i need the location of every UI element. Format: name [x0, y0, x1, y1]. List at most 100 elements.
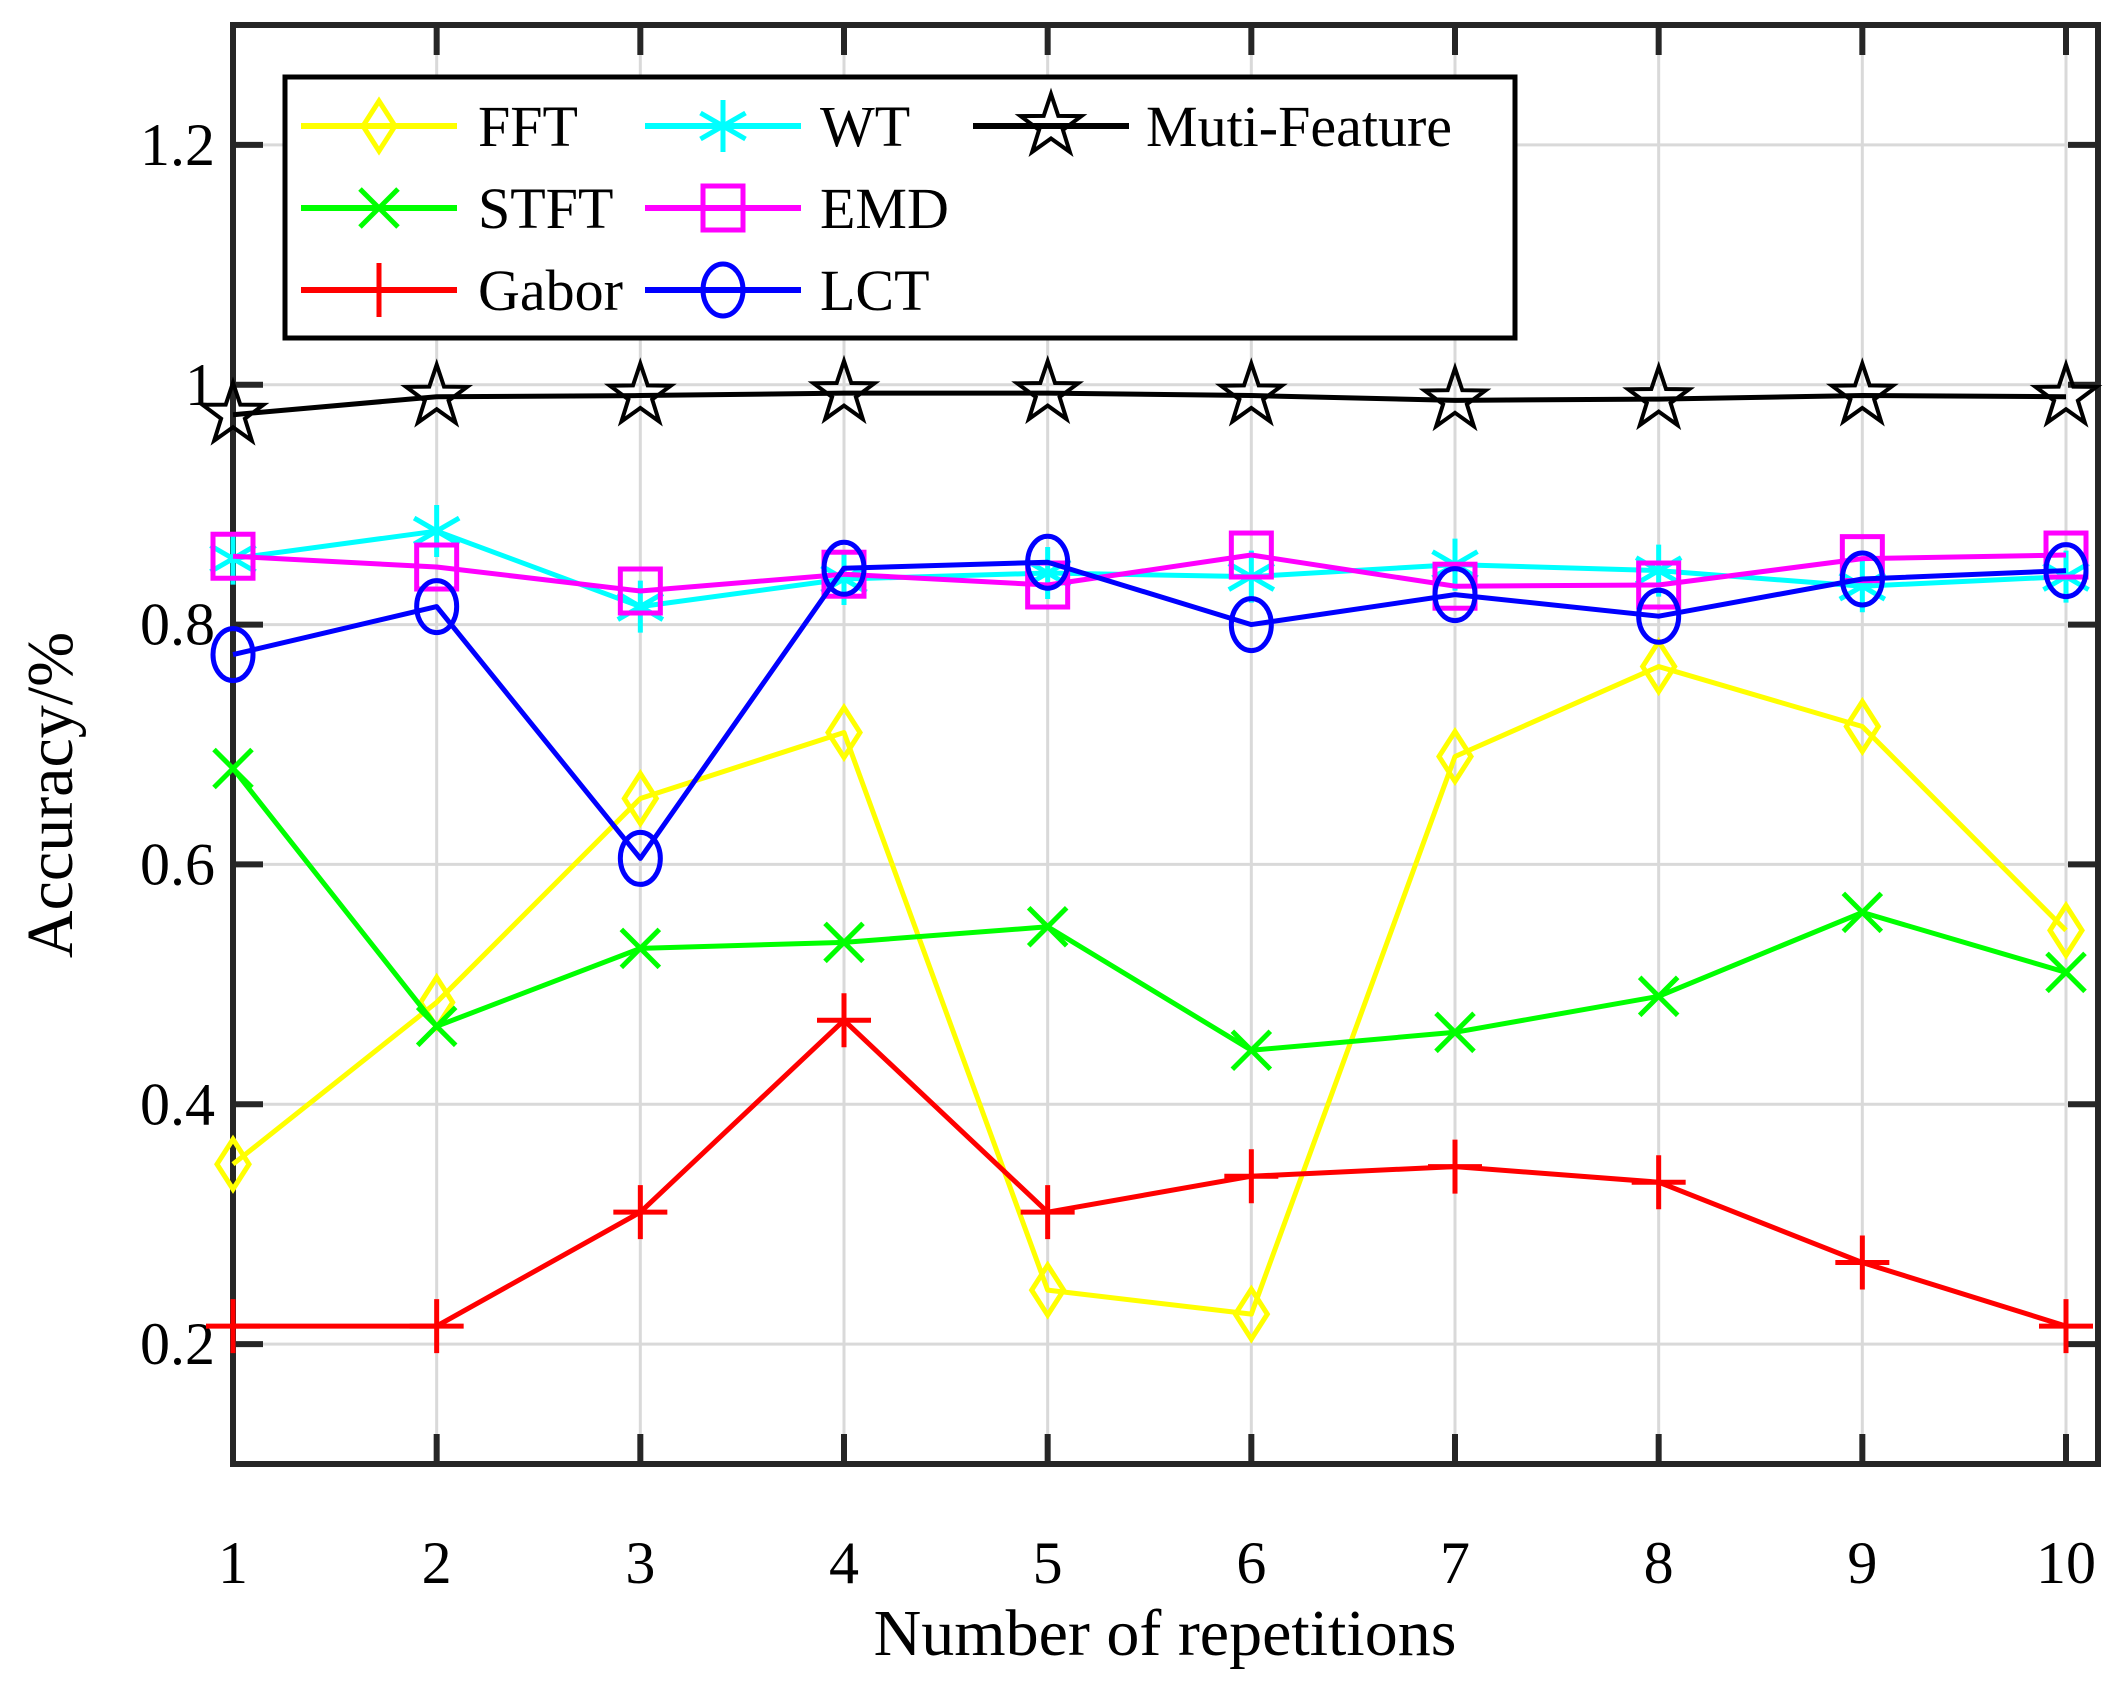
legend-label-Muti-Feature: Muti-Feature	[1146, 94, 1452, 159]
series-line	[231, 766, 2067, 1053]
plus-marker	[352, 263, 406, 317]
plus-marker	[613, 1185, 668, 1240]
x-tick-label: 10	[2036, 1530, 2096, 1596]
diamond-marker	[2047, 900, 2085, 961]
legend-entry-EMD: EMD	[645, 176, 949, 241]
x-marker	[415, 1005, 458, 1048]
diamond-marker	[1232, 1284, 1271, 1344]
y-tick-label: 0.8	[140, 592, 215, 658]
circle-marker	[700, 261, 746, 319]
plus-marker	[1020, 1185, 1075, 1240]
star-marker	[1214, 357, 1288, 427]
x-marker	[1434, 1011, 1476, 1054]
plus-marker	[1428, 1139, 1482, 1194]
legend-label-FFT: FFT	[478, 94, 578, 159]
square-marker	[1636, 560, 1682, 610]
x-marker	[1637, 975, 1680, 1018]
series-STFT	[212, 747, 2087, 1072]
series-line	[232, 390, 2067, 418]
plus-marker	[409, 1299, 464, 1354]
legend-label-LCT: LCT	[820, 258, 930, 323]
diamond-marker	[1843, 696, 1882, 757]
series-line	[232, 559, 2067, 861]
square-marker	[1228, 530, 1274, 580]
circle-marker	[210, 626, 256, 684]
x-tick-label: 4	[829, 1530, 859, 1596]
series-line	[233, 1017, 2067, 1329]
x-tick-label: 6	[1236, 1530, 1266, 1596]
diamond-marker	[1028, 1260, 1067, 1320]
diamond-marker	[1639, 636, 1678, 697]
legend-label-STFT: STFT	[478, 176, 613, 241]
y-tick-label: 1.2	[140, 112, 215, 178]
star-marker	[1825, 357, 1899, 427]
x-marker	[823, 921, 865, 964]
square-marker	[700, 183, 746, 233]
axes-box	[230, 22, 2101, 1467]
square-marker	[210, 531, 256, 581]
x-marker	[212, 747, 254, 790]
legend-label-Gabor: Gabor	[478, 258, 623, 323]
diamond-marker	[214, 1134, 252, 1194]
circle-marker	[1228, 596, 1274, 654]
circle-marker	[1025, 533, 1071, 591]
circle-marker	[414, 578, 460, 636]
series-line	[232, 528, 2067, 610]
asterisk-marker	[699, 100, 747, 152]
plus-marker	[1835, 1235, 1890, 1290]
series-LCT	[210, 533, 2089, 887]
x-marker	[358, 187, 400, 229]
circle-marker	[821, 539, 867, 597]
x-marker	[2045, 951, 2087, 994]
legend-label-EMD: EMD	[820, 176, 949, 241]
y-tick-label: 0.4	[140, 1071, 215, 1137]
square-marker	[414, 542, 460, 592]
star-marker	[400, 358, 474, 428]
circle-marker	[2043, 542, 2089, 600]
plus-marker	[1631, 1155, 1686, 1210]
series-FFT	[214, 636, 2085, 1344]
star-marker	[196, 376, 270, 446]
circle-marker	[1636, 587, 1682, 645]
legend-entry-Gabor: Gabor	[301, 258, 623, 323]
plus-marker	[2039, 1299, 2093, 1354]
legend-entry-FFT: FFT	[301, 94, 578, 159]
x-tick-label: 5	[1033, 1530, 1063, 1596]
circle-marker	[1839, 550, 1885, 608]
series-line	[231, 664, 2068, 1317]
x-marker	[619, 927, 662, 970]
plot-box	[230, 22, 2101, 1467]
x-tick-label: 9	[1847, 1530, 1877, 1596]
y-tick-labels: 0.2 0.4 0.6 0.8 1 1.2	[140, 112, 215, 1377]
y-axis-title: Accuracy/%	[14, 632, 87, 958]
star-marker	[1622, 360, 1696, 431]
series-line	[232, 552, 2067, 594]
legend: FFT WT Muti-Feature STFT EMD Gabor LCT	[282, 74, 1518, 341]
circle-marker	[617, 829, 663, 887]
star-marker	[1011, 354, 1085, 425]
diamond-marker	[825, 702, 863, 763]
x-axis-title: Number of repetitions	[874, 1597, 1457, 1670]
series-Gabor	[206, 993, 2093, 1354]
plus-marker	[1224, 1149, 1279, 1204]
x-marker	[1026, 906, 1069, 948]
legend-entry-LCT: LCT	[645, 258, 930, 323]
legend-entry-STFT: STFT	[301, 176, 613, 241]
legend-label-WT: WT	[820, 94, 910, 159]
x-marker	[1841, 891, 1884, 934]
x-tick-label: 7	[1440, 1530, 1470, 1596]
x-tick-label: 3	[625, 1530, 655, 1596]
x-tick-label: 1	[218, 1530, 248, 1596]
square-marker	[617, 566, 663, 616]
x-tick-label: 8	[1644, 1530, 1674, 1596]
plus-marker	[206, 1299, 260, 1354]
diamond-marker	[1436, 726, 1474, 787]
star-marker	[1014, 87, 1088, 157]
x-marker	[1230, 1029, 1273, 1072]
diamond-marker	[360, 96, 398, 156]
star-marker	[2029, 358, 2103, 428]
star-marker	[1418, 361, 1492, 432]
star-marker	[603, 357, 677, 427]
